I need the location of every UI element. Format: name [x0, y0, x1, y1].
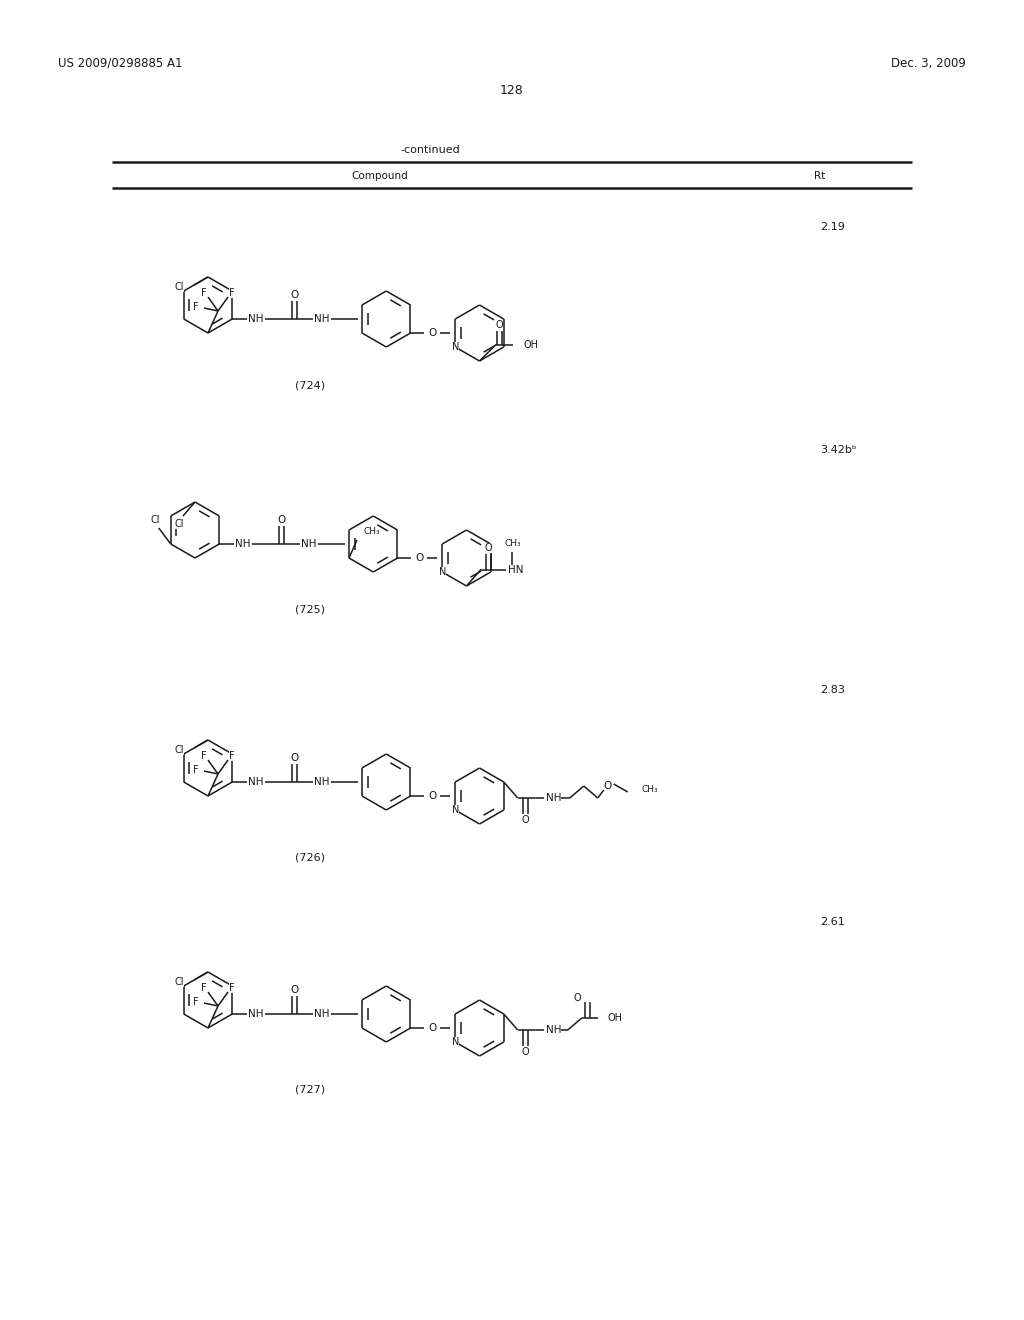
- Text: O: O: [603, 781, 612, 791]
- Text: N: N: [452, 342, 459, 352]
- Text: NH: NH: [249, 314, 264, 323]
- Text: O: O: [484, 543, 493, 553]
- Text: O: O: [496, 319, 504, 330]
- Text: F: F: [194, 997, 199, 1007]
- Text: 128: 128: [500, 83, 524, 96]
- Text: O: O: [290, 290, 298, 300]
- Text: HN: HN: [509, 565, 524, 576]
- Text: 2.83: 2.83: [820, 685, 845, 696]
- Text: OH: OH: [523, 341, 539, 350]
- Text: Cl: Cl: [150, 515, 160, 525]
- Text: F: F: [229, 983, 234, 993]
- Text: F: F: [194, 766, 199, 775]
- Text: Dec. 3, 2009: Dec. 3, 2009: [891, 57, 966, 70]
- Text: F: F: [201, 751, 207, 762]
- Text: F: F: [229, 288, 234, 298]
- Text: 2.61: 2.61: [820, 917, 845, 927]
- Text: 2.19: 2.19: [820, 222, 845, 232]
- Text: O: O: [416, 553, 424, 564]
- Text: O: O: [522, 814, 529, 825]
- Text: F: F: [201, 288, 207, 298]
- Text: CH₃: CH₃: [504, 540, 521, 549]
- Text: O: O: [573, 993, 582, 1003]
- Text: Rt: Rt: [814, 172, 825, 181]
- Text: NH: NH: [249, 1008, 264, 1019]
- Text: (727): (727): [295, 1085, 325, 1096]
- Text: NH: NH: [249, 777, 264, 787]
- Text: OH: OH: [608, 1012, 623, 1023]
- Text: NH: NH: [314, 1008, 330, 1019]
- Text: (726): (726): [295, 853, 325, 863]
- Text: Compound: Compound: [351, 172, 409, 181]
- Text: NH: NH: [236, 539, 251, 549]
- Text: O: O: [290, 985, 298, 995]
- Text: N: N: [438, 568, 445, 577]
- Text: O: O: [522, 1047, 529, 1057]
- Text: F: F: [194, 302, 199, 312]
- Text: (725): (725): [295, 605, 325, 615]
- Text: (724): (724): [295, 380, 325, 389]
- Text: CH₃: CH₃: [642, 785, 658, 795]
- Text: O: O: [428, 791, 436, 801]
- Text: F: F: [229, 751, 234, 762]
- Text: Cl: Cl: [174, 977, 184, 987]
- Text: N: N: [452, 805, 459, 814]
- Text: O: O: [428, 1023, 436, 1034]
- Text: NH: NH: [546, 793, 561, 803]
- Text: O: O: [428, 327, 436, 338]
- Text: O: O: [290, 752, 298, 763]
- Text: NH: NH: [314, 777, 330, 787]
- Text: CH₃: CH₃: [362, 528, 380, 536]
- Text: US 2009/0298885 A1: US 2009/0298885 A1: [58, 57, 182, 70]
- Text: O: O: [278, 515, 286, 525]
- Text: N: N: [452, 1038, 459, 1047]
- Text: -continued: -continued: [400, 145, 460, 154]
- Text: F: F: [201, 983, 207, 993]
- Text: NH: NH: [314, 314, 330, 323]
- Text: NH: NH: [546, 1026, 561, 1035]
- Text: Cl: Cl: [174, 744, 184, 755]
- Text: Cl: Cl: [174, 519, 183, 529]
- Text: 3.42bᵇ: 3.42bᵇ: [820, 445, 857, 455]
- Text: NH: NH: [301, 539, 317, 549]
- Text: Cl: Cl: [174, 282, 184, 292]
